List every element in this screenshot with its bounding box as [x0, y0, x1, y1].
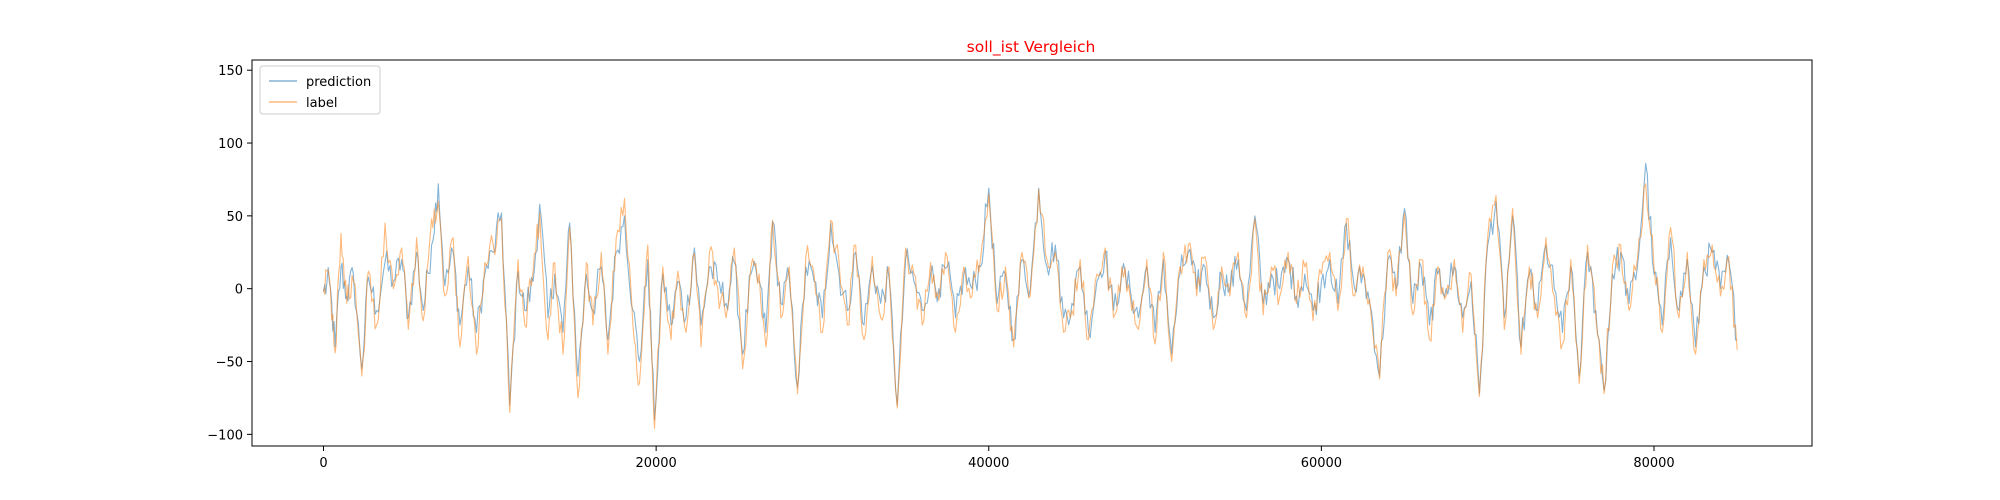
legend-label-prediction: prediction [306, 75, 371, 90]
y-tick-label: 150 [218, 64, 243, 79]
legend: prediction label [259, 65, 381, 115]
y-tick-label: 0 [235, 283, 243, 298]
x-tick-label: 0 [319, 456, 327, 471]
legend-label-label: label [306, 96, 337, 111]
series-line-label [322, 183, 1738, 430]
y-tick-label: 50 [226, 210, 243, 225]
y-tick-label: −50 [216, 356, 243, 371]
x-tick-label: 80000 [1633, 456, 1674, 471]
axes: 0 20000 40000 60000 80000 −100 −50 0 50 100 150 [207, 64, 1674, 471]
series-layer [322, 162, 1738, 430]
plot-area-frame [251, 59, 1813, 447]
x-tick-label: 20000 [635, 456, 676, 471]
y-tick-label: −100 [207, 428, 243, 443]
y-tick-label: 100 [218, 137, 243, 152]
x-tick-label: 40000 [968, 456, 1009, 471]
x-tick-label: 60000 [1301, 456, 1342, 471]
chart-title: soll_ist Vergleich [967, 38, 1096, 57]
